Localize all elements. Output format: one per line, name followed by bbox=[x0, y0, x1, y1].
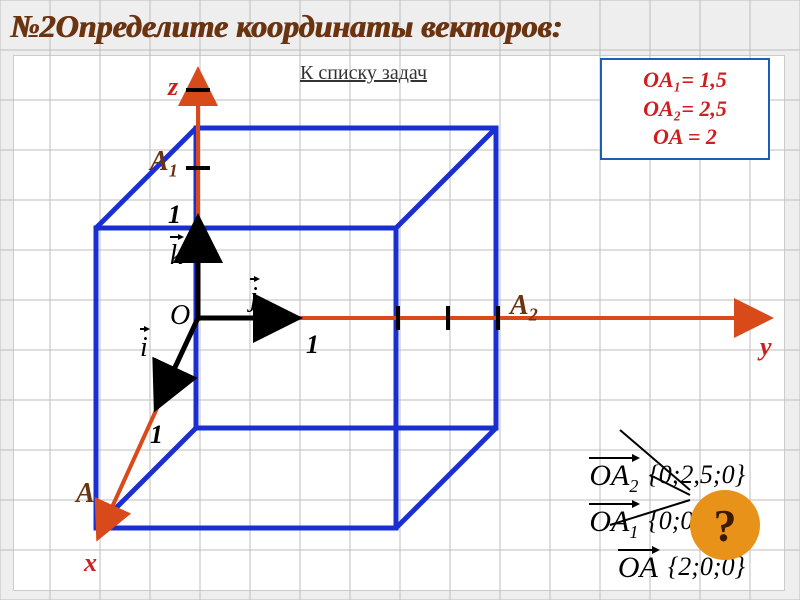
back-to-list-link[interactable]: К списку задач bbox=[300, 62, 427, 85]
info-line: OA₁= 1,5 bbox=[610, 66, 760, 95]
tick-label-z1: 1 bbox=[168, 200, 181, 230]
origin-label: O bbox=[170, 300, 190, 332]
cube bbox=[96, 128, 496, 528]
axis-label-x: x bbox=[84, 548, 97, 578]
given-data-box: OA₁= 1,5 OA₂= 2,5 OA = 2 bbox=[600, 58, 770, 160]
point-label-a2: A2 bbox=[510, 290, 538, 326]
vector-label-j: j bbox=[250, 282, 258, 314]
vector-label-i: i bbox=[140, 332, 148, 364]
point-label-a: A bbox=[76, 478, 95, 510]
vector-label-k: k bbox=[170, 240, 182, 272]
slide-canvas: №2Определите координаты векторов: bbox=[0, 0, 800, 600]
axis-label-z: z bbox=[168, 72, 178, 102]
info-line: OA₂= 2,5 bbox=[610, 95, 760, 124]
point-label-a1: A1 bbox=[150, 146, 178, 182]
hint-button[interactable]: ? bbox=[690, 490, 760, 560]
axis-label-y: y bbox=[760, 332, 772, 362]
info-line: OA = 2 bbox=[610, 123, 760, 152]
tick-label-y1: 1 bbox=[306, 330, 319, 360]
slide-title: №2Определите координаты векторов: bbox=[10, 8, 562, 45]
tick-label-x1: 1 bbox=[150, 420, 163, 450]
